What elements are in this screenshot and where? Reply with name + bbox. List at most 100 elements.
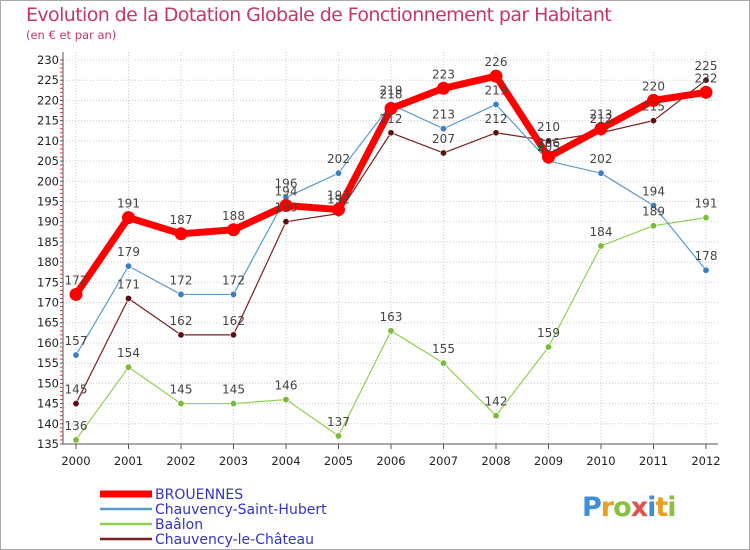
- data-point-brouennes: [279, 199, 293, 213]
- data-point-chauvency-saint-hubert: [334, 169, 342, 177]
- data-point-ba-lon: [125, 363, 133, 371]
- data-label: 218: [380, 88, 403, 102]
- y-tick-label: 215: [37, 114, 59, 128]
- data-label: 205: [537, 140, 560, 154]
- x-tick-label: 2007: [429, 454, 458, 468]
- data-point-ba-lon: [439, 359, 447, 367]
- series-line-chauvency-le-ch-teau: [75, 79, 707, 405]
- chart-title: Evolution de la Dotation Globale de Fonc…: [26, 4, 612, 26]
- data-point-chauvency-le-ch-teau: [230, 331, 238, 339]
- data-point-chauvency-saint-hubert: [230, 290, 238, 298]
- data-label: 225: [695, 59, 718, 73]
- data-point-ba-lon: [492, 412, 500, 420]
- data-point-chauvency-le-ch-teau: [125, 294, 133, 302]
- data-label: 223: [432, 67, 455, 81]
- legend: BROUENNESChauvency-Saint-HubertBaâlonCha…: [100, 487, 327, 548]
- data-point-chauvency-le-ch-teau: [177, 331, 185, 339]
- data-point-ba-lon: [72, 436, 80, 444]
- data-label: 178: [695, 249, 718, 263]
- y-tick-label: 210: [37, 134, 59, 148]
- data-point-brouennes: [489, 69, 503, 83]
- x-tick-label: 2008: [481, 454, 510, 468]
- y-tick-label: 150: [37, 376, 59, 390]
- data-point-chauvency-saint-hubert: [544, 157, 552, 165]
- data-point-chauvency-le-ch-teau: [72, 400, 80, 408]
- data-label: 215: [642, 100, 665, 114]
- data-label: 206: [537, 136, 560, 150]
- data-label: 207: [432, 132, 455, 146]
- data-point-ba-lon: [177, 400, 185, 408]
- data-label: 191: [117, 197, 140, 211]
- data-label: 219: [485, 83, 508, 97]
- data-point-ba-lon: [544, 343, 552, 351]
- data-label: 190: [275, 201, 298, 215]
- legend-label: Chauvency-Saint-Hubert: [155, 502, 327, 518]
- data-point-ba-lon: [230, 400, 238, 408]
- data-label: 220: [642, 79, 665, 93]
- series-layer: [69, 69, 713, 444]
- data-point-brouennes: [699, 85, 713, 99]
- y-tick-label: 225: [37, 73, 59, 87]
- data-point-chauvency-saint-hubert: [125, 262, 133, 270]
- data-label: 137: [327, 415, 350, 429]
- y-tick-label: 230: [37, 53, 59, 67]
- data-point-brouennes: [227, 223, 240, 237]
- data-label: 171: [117, 277, 140, 291]
- data-label: 162: [222, 314, 245, 328]
- data-label: 192: [327, 193, 350, 207]
- data-label: 136: [65, 419, 88, 433]
- y-tick-label: 160: [37, 336, 59, 350]
- data-label: 202: [327, 152, 350, 166]
- data-point-chauvency-le-ch-teau: [544, 137, 552, 145]
- proxiti-logo: Proxiti: [582, 492, 677, 523]
- data-point-ba-lon: [702, 214, 710, 222]
- y-tick-label: 200: [37, 174, 59, 188]
- y-tick-label: 185: [37, 235, 59, 249]
- y-tick-label: 170: [37, 296, 59, 310]
- data-label: 226: [485, 55, 508, 69]
- data-label: 142: [485, 395, 508, 409]
- y-tick-label: 165: [37, 316, 59, 330]
- data-label: 154: [117, 346, 140, 360]
- chart-subtitle: (en € et par an): [26, 28, 117, 42]
- data-label: 194: [642, 185, 665, 199]
- x-tick-label: 2011: [639, 454, 668, 468]
- data-label: 145: [170, 383, 193, 397]
- data-point-chauvency-le-ch-teau: [649, 117, 657, 125]
- x-tick-label: 2010: [586, 454, 615, 468]
- y-tick-label: 140: [37, 417, 59, 431]
- legend-label: Baâlon: [155, 517, 203, 533]
- data-label-layer: 136 154 145 145 146 137 163 155 142 159 184 189 191 1…: [65, 55, 718, 433]
- x-tick-label: 2001: [114, 454, 143, 468]
- data-label: 145: [222, 383, 245, 397]
- data-point-chauvency-le-ch-teau: [282, 218, 290, 226]
- y-tick-label: 205: [37, 154, 59, 168]
- data-point-chauvency-saint-hubert: [439, 125, 447, 133]
- legend-label: BROUENNES: [155, 487, 243, 503]
- data-label: 155: [432, 342, 455, 356]
- data-label: 162: [170, 314, 193, 328]
- x-tick-label: 2005: [324, 454, 353, 468]
- data-point-brouennes: [437, 81, 450, 95]
- data-label: 213: [590, 108, 613, 122]
- y-tick-label: 135: [37, 437, 59, 451]
- x-tick-label: 2003: [219, 454, 248, 468]
- y-tick-label: 155: [37, 356, 59, 370]
- y-tick-label: 145: [37, 397, 59, 411]
- data-point-chauvency-saint-hubert: [649, 202, 657, 210]
- data-point-ba-lon: [597, 242, 605, 250]
- data-point-chauvency-le-ch-teau: [334, 210, 342, 218]
- x-tick-label: 2009: [534, 454, 563, 468]
- data-point-chauvency-saint-hubert: [72, 351, 80, 359]
- data-point-brouennes: [542, 150, 555, 164]
- data-label: 210: [537, 120, 560, 134]
- data-label: 202: [590, 152, 613, 166]
- data-point-brouennes: [332, 203, 345, 217]
- data-point-brouennes: [647, 93, 660, 107]
- data-label: 193: [327, 189, 350, 203]
- data-label: 159: [537, 326, 560, 340]
